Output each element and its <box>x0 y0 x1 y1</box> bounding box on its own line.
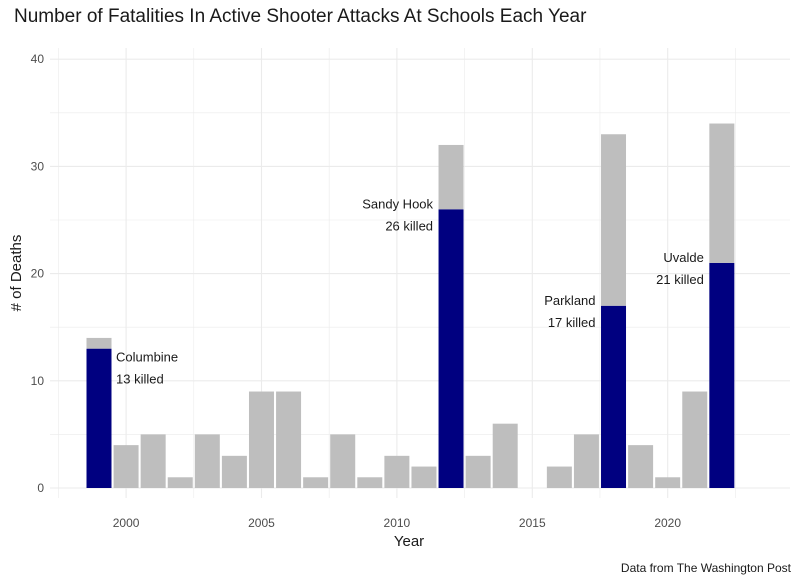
y-tick-label: 40 <box>31 52 45 66</box>
x-axis-title: Year <box>394 533 424 550</box>
bar-2014 <box>492 423 518 488</box>
bar-2020 <box>655 477 681 488</box>
bar-2018 <box>601 305 627 488</box>
bar-2008 <box>330 434 356 488</box>
annotation-count: 13 killed <box>116 372 164 387</box>
y-tick-label: 30 <box>31 159 45 173</box>
x-tick-label: 2000 <box>113 516 140 530</box>
bar-1999 <box>86 348 112 488</box>
x-axis-ticks: 2000 2005 2010 2015 2020 <box>113 516 682 530</box>
bar-2005 <box>248 391 274 488</box>
annotations: Columbine 13 killed Sandy Hook 26 killed Par… <box>116 196 704 386</box>
y-tick-label: 10 <box>31 374 45 388</box>
bar-2012 <box>438 209 464 488</box>
y-axis-title: # of Deaths <box>8 235 25 312</box>
y-tick-label: 0 <box>37 481 44 495</box>
annotation-count: 21 killed <box>656 272 704 287</box>
bar-2000 <box>113 445 139 488</box>
x-tick-label: 2005 <box>248 516 275 530</box>
annotation-count: 17 killed <box>548 315 596 330</box>
annotation-label: Parkland <box>544 293 595 308</box>
bar-2011 <box>411 466 437 488</box>
x-tick-label: 2020 <box>654 516 681 530</box>
annotation-label: Sandy Hook <box>362 196 433 211</box>
x-tick-label: 2015 <box>519 516 546 530</box>
annotation-label: Uvalde <box>663 250 703 265</box>
bar-2018 <box>601 134 627 306</box>
annotation-label: Columbine <box>116 350 178 365</box>
bar-2016 <box>546 466 572 488</box>
bar-2003 <box>194 434 220 488</box>
bar-2002 <box>167 477 193 488</box>
bar-2007 <box>303 477 329 488</box>
bar-2004 <box>221 455 247 488</box>
bar-2022 <box>709 123 735 263</box>
annotation-count: 26 killed <box>385 218 433 233</box>
bar-2019 <box>628 445 654 488</box>
y-tick-label: 20 <box>31 267 45 281</box>
x-tick-label: 2010 <box>384 516 411 530</box>
bar-2006 <box>276 391 302 488</box>
caption: Data from The Washington Post <box>621 561 792 575</box>
bar-2001 <box>140 434 166 488</box>
bar-2017 <box>573 434 599 488</box>
y-axis-ticks: 0 10 20 30 40 <box>31 52 45 495</box>
bar-2022 <box>709 262 735 488</box>
bars <box>86 123 735 488</box>
bar-2021 <box>682 391 708 488</box>
bar-2012 <box>438 144 464 210</box>
chart-title: Number of Fatalities In Active Shooter A… <box>14 6 587 27</box>
bar-2009 <box>357 477 383 488</box>
bar-1999 <box>86 337 112 349</box>
bar-2010 <box>384 455 410 488</box>
bar-2013 <box>465 455 491 488</box>
